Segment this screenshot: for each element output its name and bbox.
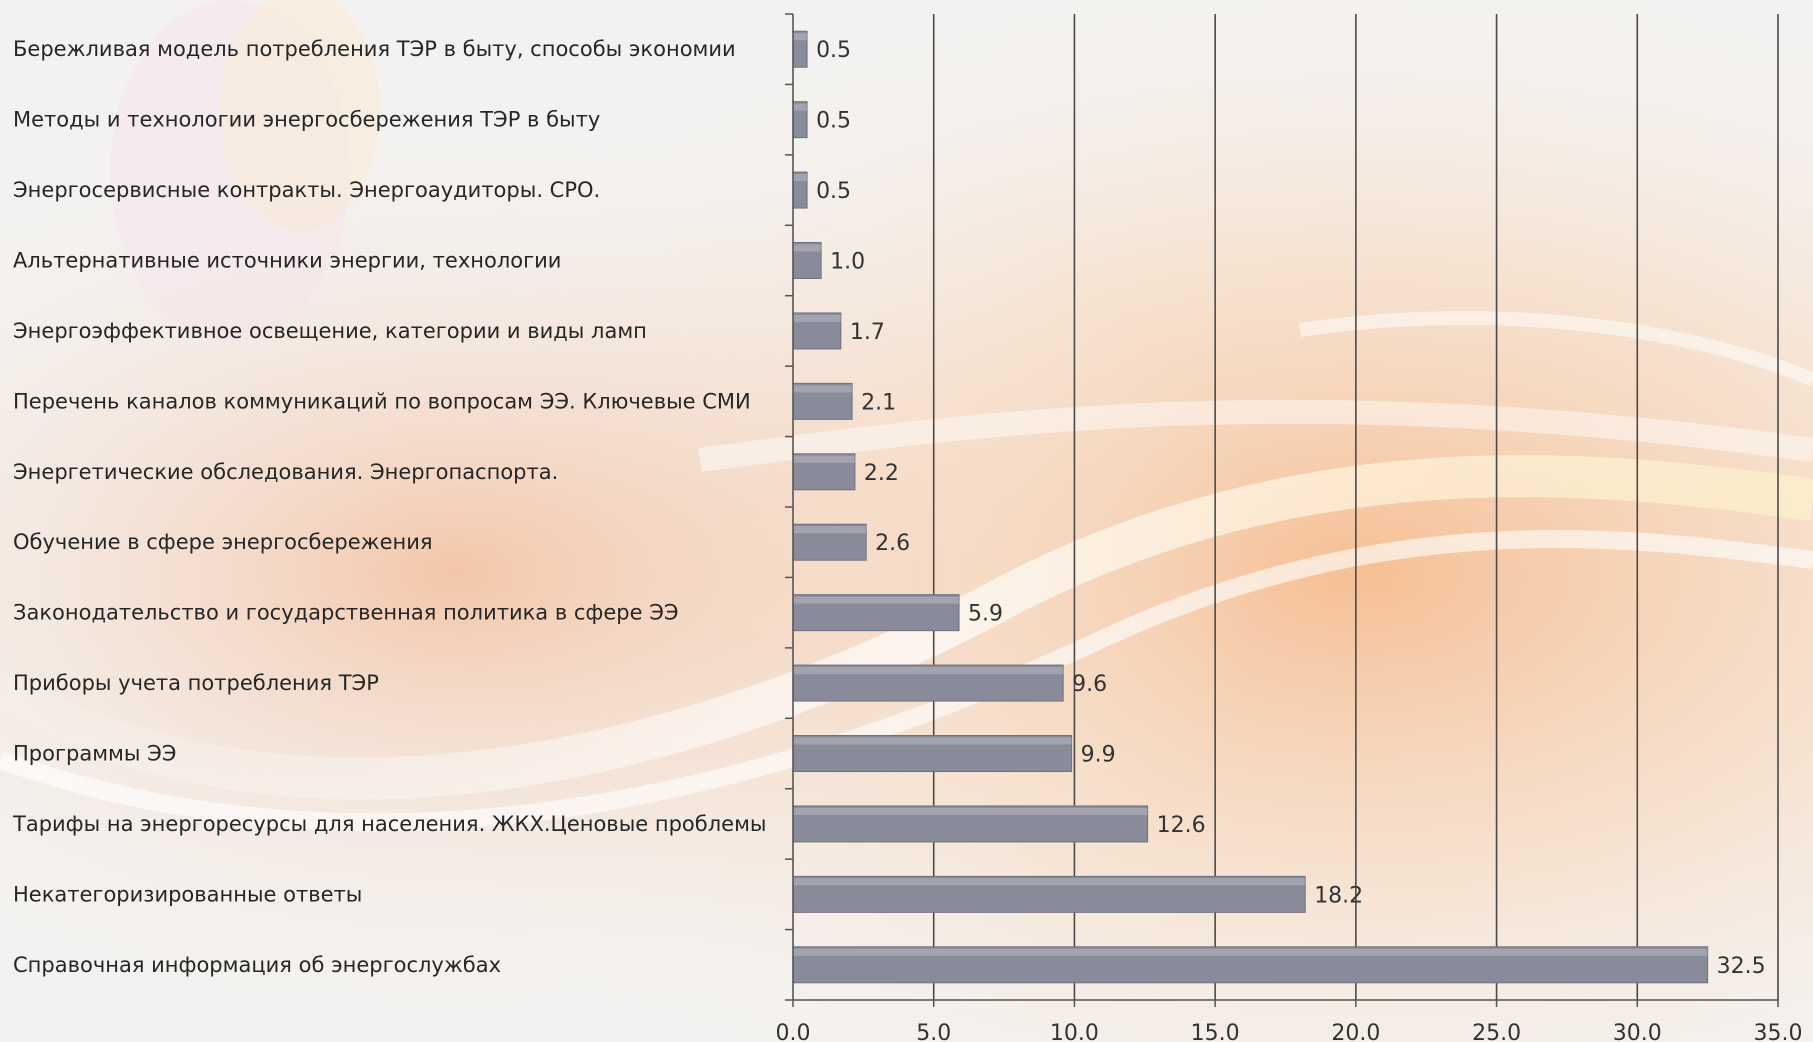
bar-7: [792, 523, 867, 561]
bar-10: [792, 735, 1073, 772]
bar-8: [792, 594, 960, 632]
x-tick-label-4: 20.0: [1331, 1021, 1380, 1042]
category-label-6: Энергетические обследования. Энергопаспо…: [13, 460, 558, 484]
category-label-13: Справочная информация об энергослужбах: [13, 953, 501, 977]
axes: [785, 13, 1779, 1007]
category-label-7: Обучение в сфере энергосбережения: [13, 530, 433, 554]
category-label-1: Методы и технологии энергосбережения ТЭР…: [13, 108, 600, 132]
x-tick-label-6: 30.0: [1613, 1021, 1662, 1042]
bar-highlight-0: [793, 33, 808, 41]
bar-highlight-8: [793, 596, 960, 604]
bar-highlight-9: [793, 667, 1064, 675]
gridlines: [932, 14, 1779, 1000]
value-label-10: 9.9: [1081, 743, 1116, 768]
value-label-0: 0.5: [816, 38, 851, 63]
bar-6: [792, 453, 856, 491]
value-label-6: 2.2: [864, 461, 899, 486]
bar-highlight-3: [793, 244, 822, 252]
category-label-2: Энергосервисные контракты. Энергоаудитор…: [13, 178, 600, 202]
bar-5: [792, 382, 853, 420]
category-label-3: Альтернативные источники энергии, технол…: [13, 249, 561, 273]
bar-highlight-7: [793, 526, 867, 534]
value-label-9: 9.6: [1072, 672, 1107, 697]
bars: [792, 30, 1709, 984]
category-label-4: Энергоэффективное освещение, категории и…: [13, 319, 647, 343]
value-label-11: 12.6: [1157, 813, 1206, 838]
bar-highlight-5: [793, 385, 853, 393]
bar-highlight-1: [793, 103, 808, 111]
value-label-5: 2.1: [861, 390, 896, 415]
x-tick-label-3: 15.0: [1191, 1021, 1240, 1042]
value-label-13: 32.5: [1717, 954, 1766, 979]
bar-highlight-4: [793, 314, 841, 322]
bar-highlight-12: [793, 878, 1306, 886]
value-label-12: 18.2: [1314, 883, 1363, 908]
x-tick-label-7: 35.0: [1754, 1021, 1803, 1042]
value-label-4: 1.7: [850, 320, 885, 345]
category-label-12: Некатегоризированные ответы: [13, 882, 362, 906]
bar-9: [792, 664, 1064, 702]
x-tick-label-0: 0.0: [776, 1021, 811, 1042]
value-label-7: 2.6: [875, 531, 910, 556]
category-label-10: Программы ЭЭ: [13, 742, 176, 766]
category-label-8: Законодательство и государственная полит…: [13, 601, 679, 625]
bar-highlight-6: [793, 455, 855, 463]
category-label-0: Бережливая модель потребления ТЭР в быту…: [13, 37, 736, 61]
labels: 0.0 5.0 10.0 15.0 20.0 25.0 30.0 35.0 0.5 Бережли…: [12, 37, 1802, 1042]
bar-highlight-2: [793, 174, 808, 182]
bar-highlight-11: [793, 807, 1148, 815]
value-label-8: 5.9: [968, 602, 1003, 627]
category-label-11: Тарифы на энергоресурсы для населения. Ж…: [12, 812, 767, 836]
x-tick-label-1: 5.0: [916, 1021, 951, 1042]
value-label-3: 1.0: [830, 250, 865, 275]
bar-4: [792, 312, 842, 350]
bar-highlight-13: [793, 948, 1708, 956]
x-tick-label-2: 10.0: [1050, 1021, 1099, 1042]
bar-13: [792, 946, 1709, 984]
x-tick-label-5: 25.0: [1472, 1021, 1521, 1042]
value-label-1: 0.5: [816, 109, 851, 134]
category-label-5: Перечень каналов коммуникаций по вопроса…: [13, 389, 751, 413]
category-label-9: Приборы учета потребления ТЭР: [13, 671, 379, 695]
bar-highlight-10: [793, 737, 1072, 745]
value-label-2: 0.5: [816, 179, 851, 204]
bar-3: [792, 242, 822, 279]
